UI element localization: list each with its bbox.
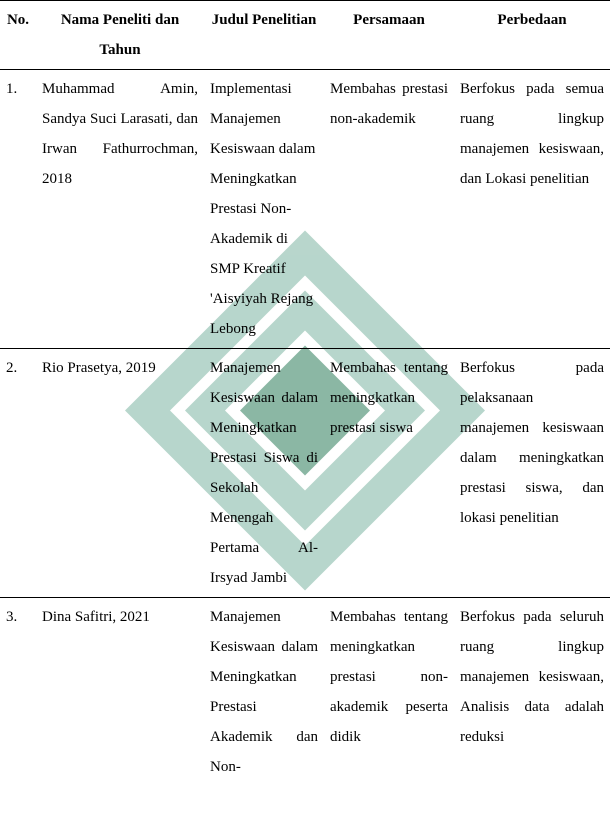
cell-nama: Dina Safitri, 2021 xyxy=(36,598,204,787)
cell-perbedaan: Berfokus pada pelaksanaan manajemen kesi… xyxy=(454,349,610,598)
header-no: No. xyxy=(0,1,36,70)
cell-persamaan: Membahas tentang meningkatkan prestasi n… xyxy=(324,598,454,787)
table-row: 1. Muhammad Amin, Sandya Suci Larasati, … xyxy=(0,70,610,349)
cell-no: 1. xyxy=(0,70,36,349)
header-persamaan: Persamaan xyxy=(324,1,454,70)
cell-judul: Implementasi Manajemen Kesiswaan dalam M… xyxy=(204,70,324,349)
header-nama: Nama Peneliti dan Tahun xyxy=(36,1,204,70)
research-comparison-table: No. Nama Peneliti dan Tahun Judul Peneli… xyxy=(0,0,610,786)
cell-perbedaan: Berfokus pada seluruh ruang lingkup mana… xyxy=(454,598,610,787)
cell-judul: Manajemen Kesiswaan dalam Meningkatkan P… xyxy=(204,598,324,787)
header-perbedaan: Perbedaan xyxy=(454,1,610,70)
table-row: 3. Dina Safitri, 2021 Manajemen Kesiswaa… xyxy=(0,598,610,787)
header-judul: Judul Penelitian xyxy=(204,1,324,70)
table-header-row: No. Nama Peneliti dan Tahun Judul Peneli… xyxy=(0,1,610,70)
cell-perbedaan: Berfokus pada semua ruang lingkup manaje… xyxy=(454,70,610,349)
table-row: 2. Rio Prasetya, 2019 Manajemen Kesiswaa… xyxy=(0,349,610,598)
cell-no: 2. xyxy=(0,349,36,598)
cell-nama: Rio Prasetya, 2019 xyxy=(36,349,204,598)
cell-persamaan: Membahas prestasi non-akademik xyxy=(324,70,454,349)
cell-no: 3. xyxy=(0,598,36,787)
cell-judul: Manajemen Kesiswaan dalam Meningkatkan P… xyxy=(204,349,324,598)
cell-persamaan: Membahas tentang meningkatkan prestasi s… xyxy=(324,349,454,598)
cell-nama: Muhammad Amin, Sandya Suci Larasati, dan… xyxy=(36,70,204,349)
